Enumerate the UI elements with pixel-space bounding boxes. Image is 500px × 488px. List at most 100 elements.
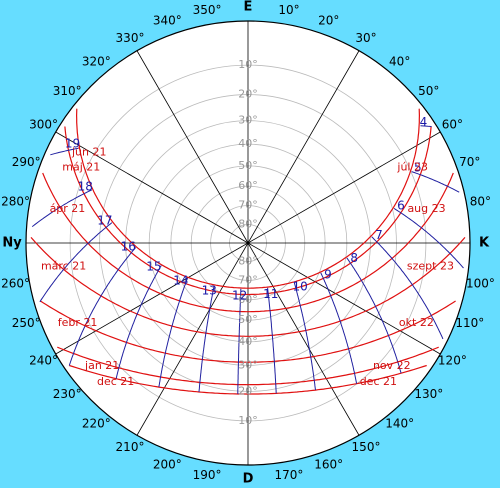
- date-label: jún 21: [71, 145, 107, 158]
- altitude-label: 70°: [238, 199, 258, 212]
- hour-line: [420, 125, 432, 128]
- date-curve: [30, 237, 466, 337]
- altitude-label: 80°: [238, 255, 258, 268]
- date-curve: [69, 364, 427, 395]
- direction-label: K: [479, 236, 490, 251]
- altitude-label: 50°: [238, 159, 258, 172]
- azimuth-label: 70°: [459, 155, 480, 169]
- date-curve: [42, 172, 454, 313]
- date-label: febr 21: [58, 316, 98, 329]
- altitude-label: 60°: [238, 293, 258, 306]
- altitude-label: 80°: [238, 217, 258, 230]
- azimuth-label: 20°: [318, 14, 339, 28]
- azimuth-label: 350°: [193, 3, 222, 17]
- azimuth-label: 50°: [418, 84, 439, 98]
- hour-label: 7: [375, 228, 383, 242]
- azimuth-label: 130°: [414, 387, 443, 401]
- azimuth-label: 150°: [352, 440, 381, 454]
- azimuth-label: 290°: [12, 155, 41, 169]
- date-label: márc 21: [41, 260, 86, 273]
- azimuth-label: 10°: [278, 3, 299, 17]
- hour-label: 18: [78, 179, 93, 193]
- azimuth-label: 80°: [470, 195, 491, 209]
- date-label: dec 21: [360, 375, 397, 388]
- hour-line: [198, 285, 215, 393]
- hour-line: [267, 287, 277, 394]
- hour-label: 8: [350, 251, 358, 265]
- date-label: szept 23: [407, 260, 454, 273]
- hour-line: [115, 265, 162, 379]
- hour-line: [50, 147, 79, 156]
- azimuth-label: 250°: [12, 316, 41, 330]
- azimuth-label: 240°: [29, 354, 58, 368]
- azimuth-line: [55, 242, 249, 355]
- azimuth-label: 60°: [442, 118, 463, 132]
- azimuth-label: 40°: [389, 55, 410, 69]
- altitude-label: 30°: [238, 114, 258, 127]
- hour-label: 4: [420, 115, 428, 129]
- date-label: okt 22: [399, 316, 434, 329]
- hour-label: 6: [397, 198, 405, 212]
- hour-line: [31, 189, 92, 228]
- date-curve: [40, 300, 456, 363]
- altitude-label: 50°: [238, 313, 258, 326]
- hour-label: 16: [121, 240, 136, 254]
- azimuth-label: 100°: [466, 276, 495, 290]
- azimuth-label: 170°: [275, 468, 304, 482]
- azimuth-label: 330°: [116, 31, 145, 45]
- azimuth-line: [136, 50, 249, 244]
- azimuth-line: [136, 242, 249, 436]
- date-curve: [75, 108, 421, 289]
- hour-line: [393, 207, 464, 269]
- azimuth-line: [247, 50, 360, 244]
- hour-label: 14: [173, 274, 188, 288]
- azimuth-line: [247, 242, 360, 436]
- altitude-label: 60°: [238, 179, 258, 192]
- hour-line: [39, 222, 113, 303]
- date-label: dec 21: [97, 375, 134, 388]
- hour-line: [371, 236, 444, 340]
- azimuth-line: [247, 131, 441, 244]
- date-label: ápr 21: [50, 202, 86, 215]
- azimuth-label: 230°: [53, 387, 82, 401]
- azimuth-label: 30°: [355, 31, 376, 45]
- hour-line: [68, 247, 137, 366]
- azimuth-label: 120°: [438, 354, 467, 368]
- azimuth-label: 190°: [193, 468, 222, 482]
- azimuth-label: 340°: [153, 14, 182, 28]
- azimuth-line: [55, 131, 249, 244]
- hour-label: 15: [146, 259, 161, 273]
- direction-label: É: [244, 0, 253, 15]
- azimuth-label: 140°: [385, 416, 414, 430]
- hour-label: 19: [65, 137, 80, 151]
- azimuth-line: [247, 242, 441, 355]
- hour-label: 9: [324, 268, 332, 282]
- hour-line: [237, 288, 242, 394]
- hour-label: 5: [414, 160, 422, 174]
- date-label: júl 23: [396, 160, 428, 173]
- azimuth-label: 210°: [116, 440, 145, 454]
- hour-line: [293, 282, 316, 391]
- hour-label: 13: [202, 284, 217, 298]
- hour-label: 10: [293, 280, 308, 294]
- hour-line: [346, 257, 402, 374]
- date-curve: [57, 346, 439, 386]
- azimuth-label: 280°: [1, 195, 30, 209]
- date-label: aug 23: [407, 202, 445, 215]
- hour-line: [411, 171, 460, 193]
- altitude-label: 20°: [238, 384, 258, 397]
- azimuth-label: 300°: [29, 118, 58, 132]
- date-curve: [64, 126, 432, 296]
- azimuth-label: 310°: [53, 84, 82, 98]
- date-label: jan 21: [84, 359, 119, 372]
- azimuth-label: 160°: [314, 457, 343, 471]
- azimuth-label: 220°: [82, 416, 111, 430]
- altitude-label: 10°: [238, 414, 258, 427]
- hour-label: 17: [97, 213, 112, 227]
- hour-label: 12: [232, 288, 247, 302]
- altitude-label: 30°: [238, 358, 258, 371]
- date-label: máj 21: [62, 160, 100, 173]
- date-label: nov 22: [373, 359, 411, 372]
